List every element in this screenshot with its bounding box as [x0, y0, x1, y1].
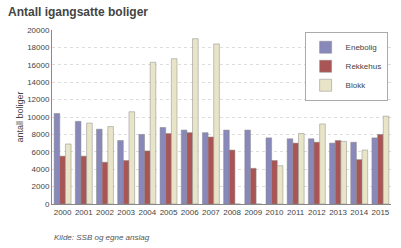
- svg-text:antall boliger: antall boliger: [15, 91, 25, 142]
- svg-text:2012: 2012: [308, 208, 326, 217]
- svg-text:2010: 2010: [266, 208, 284, 217]
- svg-text:20000: 20000: [27, 26, 50, 35]
- svg-text:2009: 2009: [244, 208, 262, 217]
- svg-text:Antall igangsatte boliger: Antall igangsatte boliger: [8, 5, 148, 19]
- svg-text:Blokk: Blokk: [346, 81, 367, 90]
- svg-text:8000: 8000: [32, 130, 50, 139]
- svg-text:2002: 2002: [96, 208, 114, 217]
- svg-text:10000: 10000: [27, 113, 50, 122]
- svg-text:16000: 16000: [27, 61, 50, 70]
- svg-text:2000: 2000: [54, 208, 72, 217]
- svg-text:18000: 18000: [27, 43, 50, 52]
- svg-text:2013: 2013: [329, 208, 347, 217]
- svg-text:2015: 2015: [372, 208, 390, 217]
- svg-text:2001: 2001: [75, 208, 93, 217]
- svg-text:2007: 2007: [202, 208, 220, 217]
- svg-text:Rekkehus: Rekkehus: [346, 62, 382, 71]
- svg-text:0: 0: [45, 200, 50, 209]
- svg-text:6000: 6000: [32, 148, 50, 157]
- svg-text:2011: 2011: [287, 208, 305, 217]
- svg-text:2004: 2004: [138, 208, 156, 217]
- svg-text:2014: 2014: [350, 208, 368, 217]
- svg-text:2000: 2000: [32, 182, 50, 191]
- svg-text:2003: 2003: [117, 208, 135, 217]
- svg-text:2005: 2005: [160, 208, 178, 217]
- svg-text:Enebolig: Enebolig: [346, 43, 377, 52]
- svg-text:2006: 2006: [181, 208, 199, 217]
- svg-text:2008: 2008: [223, 208, 241, 217]
- svg-text:Kilde: SSB og egne anslag: Kilde: SSB og egne anslag: [54, 233, 150, 242]
- svg-text:4000: 4000: [32, 165, 50, 174]
- svg-text:12000: 12000: [27, 95, 50, 104]
- svg-text:14000: 14000: [27, 78, 50, 87]
